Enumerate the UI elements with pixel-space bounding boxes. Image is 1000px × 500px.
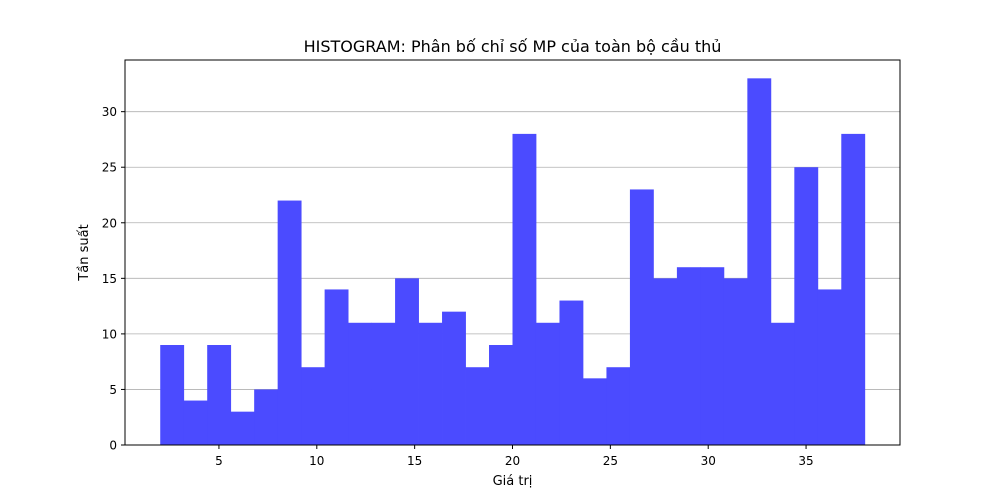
histogram-bar (606, 367, 630, 445)
histogram-bar (771, 323, 795, 445)
y-tick-label: 20 (102, 216, 117, 230)
x-axis-label: Giá trị (493, 474, 533, 489)
y-tick-label: 15 (102, 272, 117, 286)
histogram-bar (841, 134, 865, 445)
histogram-bar (442, 312, 466, 445)
y-tick-label: 25 (102, 161, 117, 175)
histogram-bar (466, 367, 490, 445)
histogram-bar (818, 289, 842, 445)
histogram-bar (395, 278, 419, 445)
histogram-bar (747, 78, 771, 445)
histogram-bar (794, 167, 818, 445)
histogram-bar (677, 267, 701, 445)
histogram-bar (630, 189, 654, 445)
x-tick-label: 15 (407, 454, 422, 468)
histogram-bar (184, 401, 208, 445)
histogram-bar (278, 201, 302, 445)
histogram-bar (559, 301, 583, 445)
histogram-bar (700, 267, 724, 445)
y-tick-label: 10 (102, 327, 117, 341)
x-tick-label: 10 (309, 454, 324, 468)
chart-title: HISTOGRAM: Phân bố chỉ số MP của toàn bộ… (304, 37, 722, 56)
y-axis-label: Tần suất (77, 224, 92, 281)
histogram-bar (372, 323, 396, 445)
histogram-bar (513, 134, 537, 445)
histogram-bar (583, 378, 607, 445)
x-tick-label: 35 (798, 454, 813, 468)
x-tick-label: 30 (701, 454, 716, 468)
x-tick-label: 20 (505, 454, 520, 468)
histogram-bar (536, 323, 560, 445)
histogram-bar (724, 278, 748, 445)
histogram-bar (653, 278, 677, 445)
x-tick-label: 25 (603, 454, 618, 468)
histogram-bar (207, 345, 231, 445)
histogram-bar (325, 289, 349, 445)
histogram-bar (160, 345, 184, 445)
histogram-bar (231, 412, 255, 445)
histogram-bar (419, 323, 443, 445)
x-tick-label: 5 (215, 454, 223, 468)
y-tick-label: 0 (109, 439, 117, 453)
histogram-bar (254, 389, 278, 445)
y-tick-label: 5 (109, 383, 117, 397)
histogram-bar (301, 367, 325, 445)
y-tick-label: 30 (102, 105, 117, 119)
histogram-bar (348, 323, 372, 445)
histogram-bar (489, 345, 513, 445)
